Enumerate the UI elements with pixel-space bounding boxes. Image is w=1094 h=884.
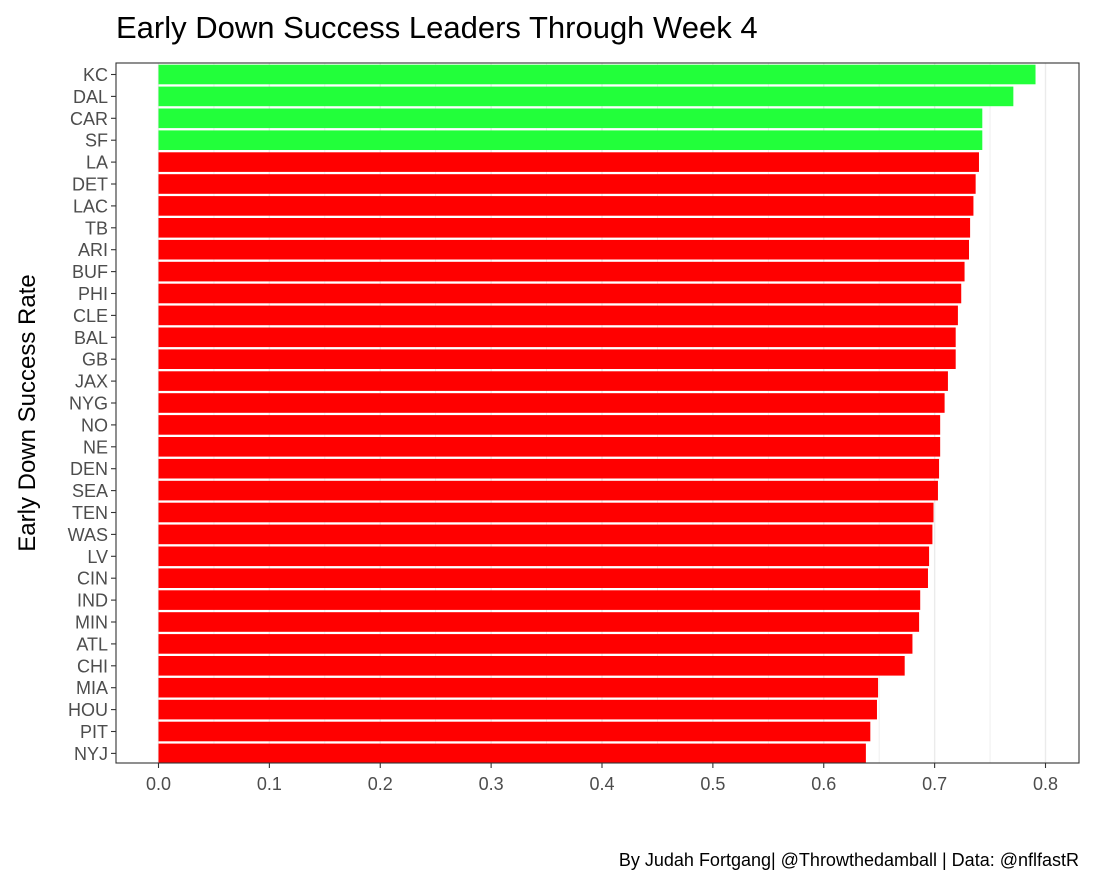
x-tick-label: 0.3: [479, 774, 504, 794]
y-tick-label: HOU: [68, 700, 108, 720]
y-tick-label: ARI: [78, 240, 108, 260]
y-tick-label: WAS: [68, 525, 108, 545]
y-tick-label: ATL: [76, 634, 108, 654]
bar-nyj: [158, 743, 866, 764]
bar-chi: [158, 656, 905, 676]
bar-nyg: [158, 393, 945, 413]
bar-cin: [158, 568, 928, 588]
bar-ind: [158, 590, 921, 610]
bar-cle: [158, 305, 958, 326]
y-tick-label: GB: [82, 350, 108, 370]
bar-buf: [158, 261, 965, 282]
y-tick-label: BAL: [74, 328, 108, 348]
y-tick-label: IND: [77, 591, 108, 611]
bar-car: [158, 108, 983, 129]
y-tick-label: PHI: [78, 284, 108, 304]
y-tick-label: LV: [87, 547, 108, 567]
y-tick-label: SEA: [72, 481, 108, 501]
y-tick-label: NO: [81, 415, 108, 435]
bar-la: [158, 152, 979, 172]
x-tick-label: 0.5: [700, 774, 725, 794]
x-tick-label: 0.8: [1033, 774, 1058, 794]
bar-lv: [158, 546, 930, 567]
bar-gb: [158, 349, 956, 369]
y-tick-label: CLE: [73, 306, 108, 326]
bar-mia: [158, 677, 879, 698]
caption: By Judah Fortgang| @Throwthedamball | Da…: [619, 850, 1079, 870]
x-tick-label: 0.0: [146, 774, 171, 794]
bar-dal: [158, 86, 1014, 107]
bar-hou: [158, 699, 877, 720]
y-tick-label: TB: [85, 218, 108, 238]
bar-sf: [158, 130, 983, 150]
y-tick-label: CIN: [77, 569, 108, 589]
bar-atl: [158, 634, 913, 654]
y-tick-label: LA: [86, 153, 108, 173]
y-tick-label: NYJ: [74, 744, 108, 764]
bar-was: [158, 524, 933, 545]
y-axis-label: Early Down Success Rate: [14, 274, 41, 551]
y-tick-label: LAC: [73, 196, 108, 216]
y-tick-label: TEN: [72, 503, 108, 523]
y-tick-label: NYG: [69, 394, 108, 414]
y-tick-label: CAR: [70, 109, 108, 129]
bar-lac: [158, 196, 974, 216]
bar-tb: [158, 218, 971, 238]
y-tick-label: NE: [83, 437, 108, 457]
x-tick-label: 0.1: [257, 774, 282, 794]
y-tick-label: CHI: [77, 656, 108, 676]
bar-ten: [158, 502, 934, 523]
bars: [158, 64, 1036, 764]
bar-pit: [158, 721, 871, 742]
bar-min: [158, 612, 920, 632]
plot-panel-border: [115, 62, 1080, 764]
chart-title: Early Down Success Leaders Through Week …: [116, 10, 758, 45]
bar-sea: [158, 480, 938, 501]
bar-det: [158, 174, 976, 194]
x-tick-label: 0.4: [589, 774, 614, 794]
bar-ne: [158, 437, 941, 457]
bar-ari: [158, 239, 969, 260]
bar-no: [158, 415, 941, 435]
y-tick-label: MIA: [76, 678, 108, 698]
x-tick-label: 0.6: [811, 774, 836, 794]
bar-den: [158, 458, 940, 479]
bar-jax: [158, 371, 948, 391]
x-tick-label: 0.7: [922, 774, 947, 794]
y-tick-label: DET: [72, 175, 108, 195]
y-axis-ticks: KCDALCARSFLADETLACTBARIBUFPHICLEBALGBJAX…: [68, 65, 116, 764]
x-tick-label: 0.2: [368, 774, 393, 794]
y-tick-label: DEN: [70, 459, 108, 479]
bar-phi: [158, 283, 962, 304]
y-tick-label: SF: [85, 131, 108, 151]
x-axis-ticks: 0.0 0.1 0.2 0.3 0.4 0.5 0.6 0.7 0.8: [146, 763, 1058, 794]
y-tick-label: KC: [83, 65, 108, 85]
y-tick-label: PIT: [80, 722, 108, 742]
y-tick-label: BUF: [72, 262, 108, 282]
bar-bal: [158, 327, 956, 348]
y-tick-label: MIN: [75, 613, 108, 633]
y-tick-label: JAX: [75, 372, 108, 392]
bar-kc: [158, 64, 1036, 85]
y-tick-label: DAL: [73, 87, 108, 107]
